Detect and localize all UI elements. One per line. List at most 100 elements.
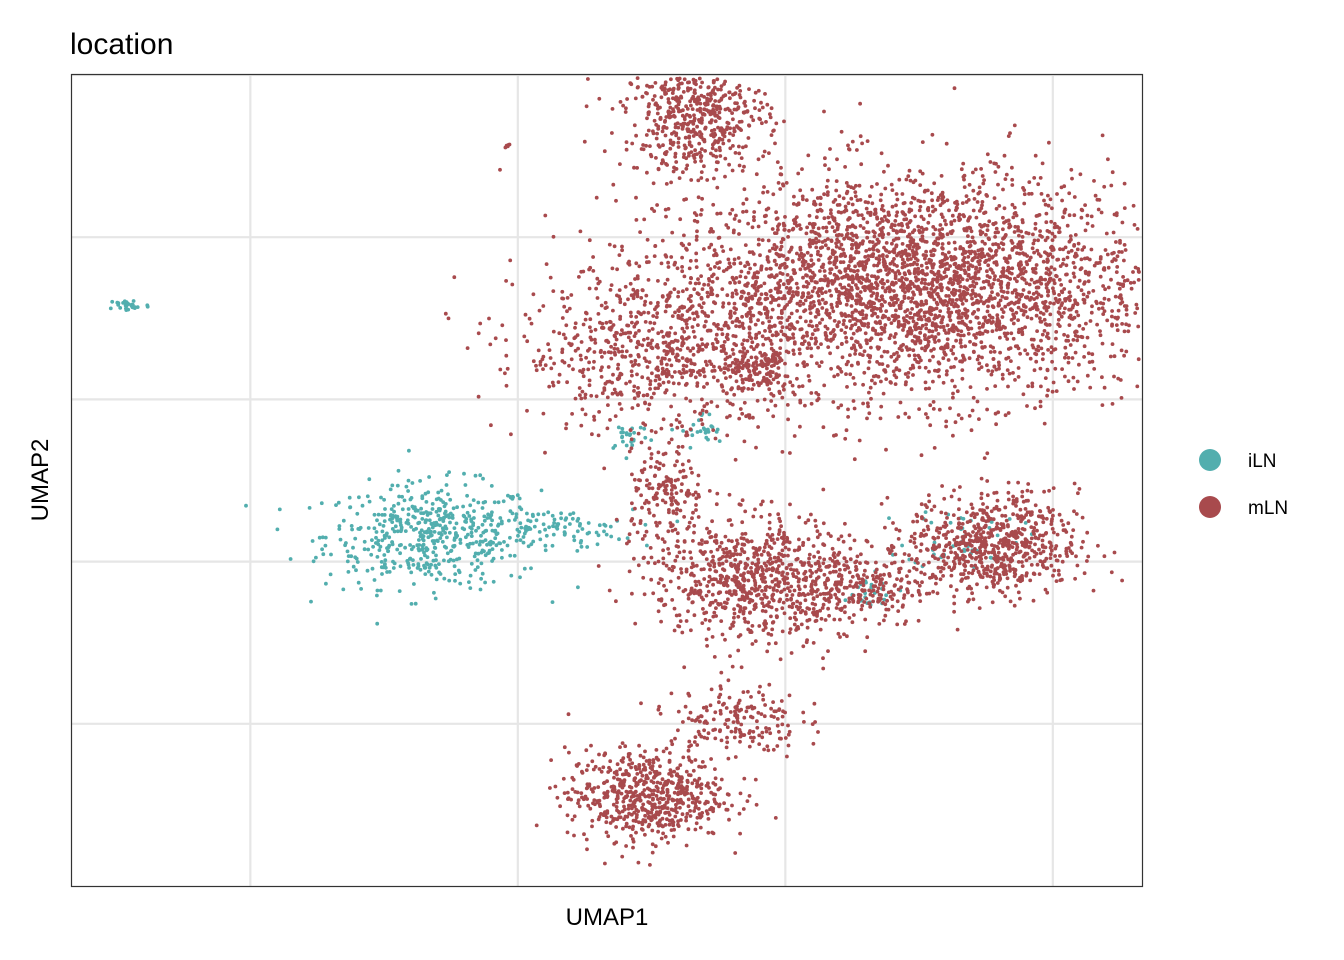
data-point [696, 277, 700, 281]
data-point [940, 242, 945, 246]
data-point [110, 299, 115, 304]
data-point [599, 303, 604, 308]
data-point [850, 246, 854, 251]
data-point [698, 347, 703, 352]
data-point [605, 305, 609, 310]
data-point [995, 292, 1000, 296]
data-point [536, 348, 541, 353]
data-point [602, 386, 607, 390]
data-point [640, 343, 645, 348]
data-point [366, 526, 371, 530]
data-point [1042, 317, 1047, 322]
data-point [953, 261, 958, 266]
data-point [834, 179, 839, 184]
data-point [469, 534, 474, 538]
data-point [923, 348, 927, 353]
data-point [1136, 269, 1141, 274]
data-point [817, 364, 822, 368]
data-point [671, 340, 675, 344]
data-point [1062, 332, 1066, 337]
data-point [723, 174, 727, 179]
data-point [1031, 337, 1036, 342]
data-point [409, 525, 413, 529]
data-point [696, 323, 700, 327]
data-point [1060, 301, 1064, 306]
data-point [579, 269, 584, 274]
data-point [811, 300, 816, 304]
data-point [867, 279, 872, 283]
data-point [691, 352, 696, 357]
data-point [930, 204, 935, 209]
data-point [440, 526, 445, 531]
data-point [1012, 301, 1017, 306]
data-point [894, 366, 899, 370]
data-point [782, 261, 787, 266]
data-point [866, 321, 871, 326]
data-point [1001, 310, 1006, 314]
data-point [476, 331, 481, 336]
data-point [699, 176, 704, 180]
data-point [809, 354, 814, 359]
data-point [846, 217, 850, 222]
data-point [681, 367, 686, 372]
data-point [412, 582, 416, 586]
data-point [666, 333, 670, 338]
data-point [866, 404, 870, 409]
data-point [646, 341, 651, 346]
data-point [934, 306, 939, 311]
data-point [1117, 250, 1121, 254]
data-point [505, 543, 510, 548]
data-point [634, 133, 638, 138]
data-point [639, 296, 644, 300]
data-point [915, 242, 920, 247]
data-point [1072, 213, 1077, 218]
data-point [700, 342, 705, 347]
data-point [695, 229, 699, 234]
data-point [1072, 243, 1077, 247]
data-point [605, 395, 610, 400]
data-point [907, 353, 912, 358]
data-point [666, 88, 671, 93]
data-point [988, 350, 993, 354]
data-point [841, 196, 846, 201]
data-point [962, 185, 967, 190]
data-point [1095, 322, 1099, 327]
data-point [1116, 281, 1120, 286]
data-point [1069, 167, 1074, 172]
data-point [855, 148, 859, 152]
data-point [801, 302, 806, 306]
data-point [697, 76, 702, 81]
data-point [1136, 278, 1141, 282]
data-point [669, 180, 673, 185]
data-point [969, 249, 974, 254]
data-point [780, 450, 785, 454]
data-point [498, 167, 502, 172]
data-point [1113, 294, 1118, 299]
data-point [1076, 334, 1080, 339]
data-point [678, 217, 683, 222]
data-point [853, 382, 857, 386]
data-point [521, 535, 526, 539]
data-point [699, 337, 704, 342]
data-point [856, 326, 861, 330]
data-point [853, 352, 857, 356]
data-point [834, 222, 839, 226]
data-point [375, 555, 380, 559]
data-point [1066, 379, 1071, 384]
data-point [1098, 255, 1103, 259]
data-point [504, 338, 508, 342]
data-point [425, 555, 430, 560]
data-point [349, 524, 354, 528]
data-point [809, 391, 814, 395]
data-point [600, 321, 605, 326]
data-point [244, 503, 248, 508]
data-point [764, 267, 769, 271]
data-point [976, 269, 981, 274]
data-point [820, 306, 825, 310]
data-point [1064, 263, 1069, 268]
data-point [608, 418, 612, 422]
data-point [703, 359, 708, 364]
data-point [1049, 345, 1054, 349]
data-point [640, 288, 645, 293]
data-point [643, 401, 647, 406]
